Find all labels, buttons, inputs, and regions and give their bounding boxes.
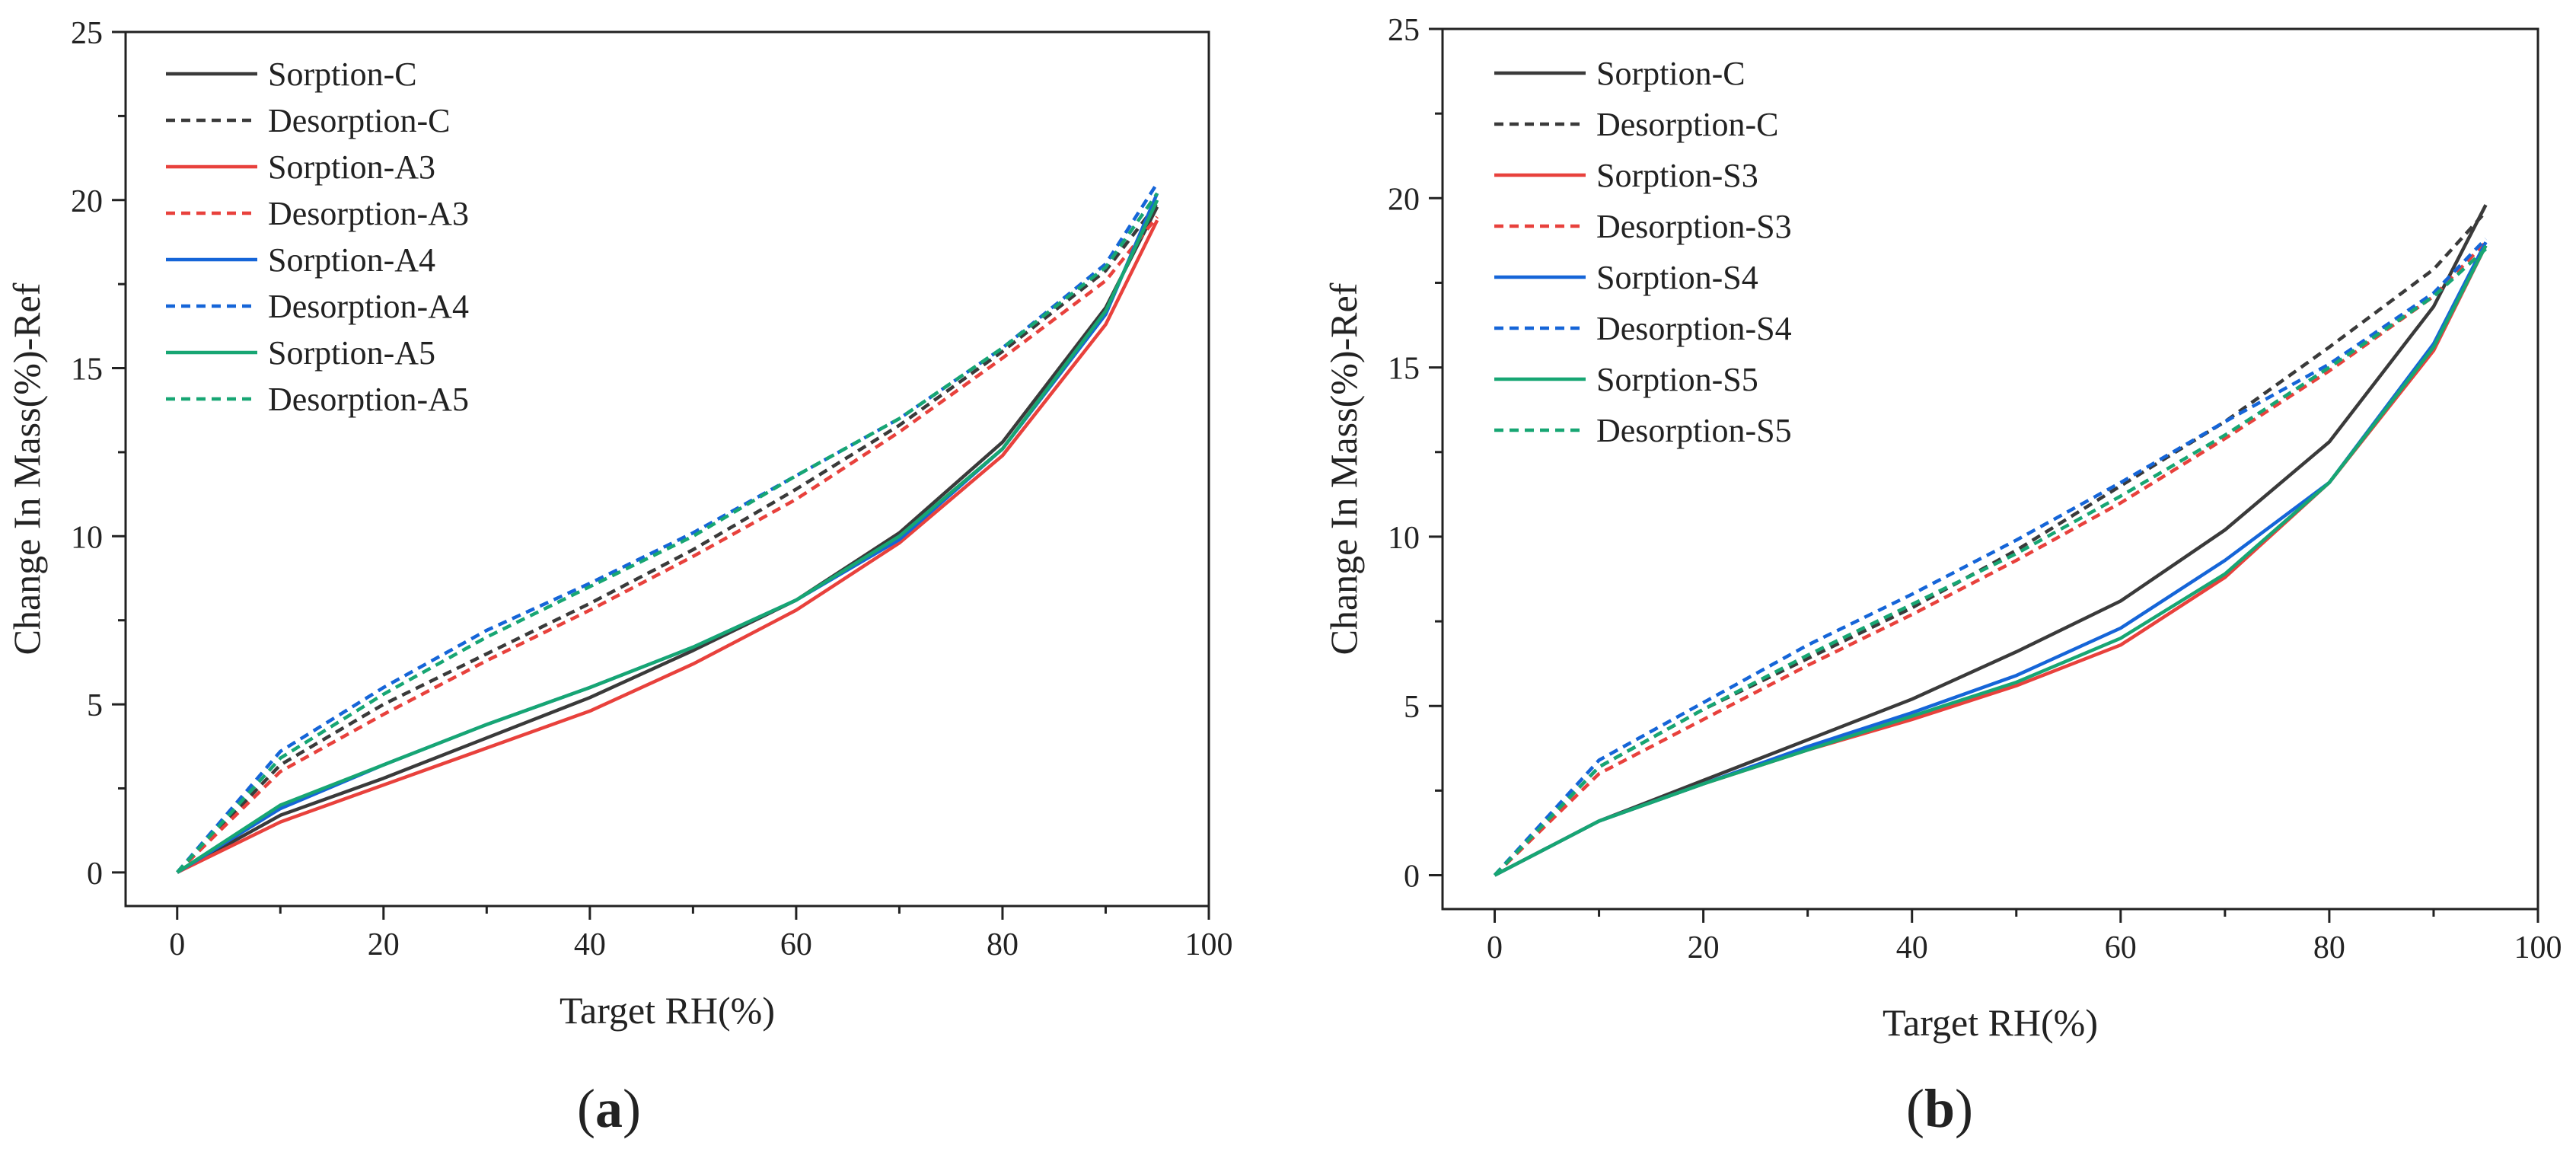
panel-a-y-tick-label: 15 bbox=[71, 353, 103, 388]
panel-a-legend-label-sorption-c: Sorption-C bbox=[268, 56, 417, 93]
panel-b-series-line-desorption-s5 bbox=[1493, 247, 2488, 877]
panel-a-series-line-desorption-a3 bbox=[176, 215, 1159, 874]
panel-a-series-line-sorption-a5 bbox=[176, 199, 1159, 874]
panel-a-x-tick-label: 60 bbox=[780, 927, 812, 962]
panel-a-x-tick-label: 20 bbox=[368, 927, 400, 962]
panel-a-legend-label-desorption-a3: Desorption-A3 bbox=[268, 195, 469, 232]
panel-a-x-tick-label: 40 bbox=[574, 927, 606, 962]
panel-b-legend-label-desorption-s4: Desorption-S4 bbox=[1596, 310, 1792, 347]
panel-b-legend-label-desorption-s3: Desorption-S3 bbox=[1596, 208, 1792, 245]
panel-b-y-axis-title: Change In Mass(%)-Ref bbox=[1322, 282, 1365, 655]
panel-a-series-line-desorption-a4 bbox=[176, 182, 1159, 874]
panel-b-series-line-sorption-c bbox=[1494, 204, 2488, 877]
panel-a-x-tick-label: 80 bbox=[987, 927, 1019, 962]
panel-b-y-tick-label: 0 bbox=[1404, 860, 1420, 895]
panel-label-b: (b) bbox=[1906, 1078, 1973, 1139]
panel-a-legend-label-desorption-c: Desorption-C bbox=[268, 102, 451, 139]
panel-a-y-tick-label: 10 bbox=[71, 520, 103, 555]
panel-a-series-line-desorption-c bbox=[176, 202, 1159, 874]
panel-label-a: (a) bbox=[577, 1078, 641, 1139]
panel-b-x-axis-title: Target RH(%) bbox=[1883, 1001, 2098, 1044]
chart-panel-b: 0 20 40 60 80 100 0 5 10 15 20 25 Target RH(%) Change… bbox=[1322, 13, 2562, 1044]
panel-b-series-line-sorption-s5 bbox=[1494, 244, 2488, 877]
panel-a-series-line-sorption-c bbox=[176, 206, 1159, 874]
panel-b-y-tick-label: 10 bbox=[1388, 521, 1420, 556]
panel-b-x-tick-label: 20 bbox=[1688, 930, 1720, 965]
panel-b-x-tick-label: 40 bbox=[1896, 930, 1928, 965]
panel-b-legend-label-desorption-c: Desorption-C bbox=[1596, 106, 1779, 143]
panel-a-y-tick-label: 0 bbox=[87, 857, 103, 892]
panel-b-y-tick-label: 15 bbox=[1388, 352, 1420, 387]
panel-a-y-tick-label: 20 bbox=[71, 184, 103, 219]
panel-b-x-tick-label: 100 bbox=[2514, 930, 2562, 965]
panel-b-plot-frame bbox=[1441, 27, 2539, 911]
panel-a-series-line-sorption-a3 bbox=[176, 219, 1159, 874]
panel-b-legend-label-sorption-c: Sorption-C bbox=[1596, 55, 1745, 92]
panel-b-legend-label-sorption-s4: Sorption-S4 bbox=[1596, 259, 1758, 296]
panel-b-legend-label-sorption-s3: Sorption-S3 bbox=[1596, 157, 1758, 194]
panel-b-y-tick-label: 25 bbox=[1388, 13, 1420, 48]
panel-b-legend-label-sorption-s5: Sorption-S5 bbox=[1596, 361, 1758, 398]
panel-b-y-tick-label: 5 bbox=[1404, 690, 1420, 725]
panel-a-legend-label-sorption-a3: Sorption-A3 bbox=[268, 148, 435, 186]
panel-a-series-line-desorption-a5 bbox=[176, 192, 1159, 874]
panel-a-legend-label-desorption-a5: Desorption-A5 bbox=[268, 381, 469, 418]
panel-b-x-tick-label: 60 bbox=[2105, 930, 2137, 965]
panel-a-x-tick-label: 0 bbox=[169, 927, 185, 962]
panel-b-y-tick-label: 20 bbox=[1388, 182, 1420, 217]
panel-a-legend-label-desorption-a4: Desorption-A4 bbox=[268, 288, 469, 325]
panel-a-x-axis-title: Target RH(%) bbox=[560, 989, 775, 1032]
panel-a-x-tick-label: 100 bbox=[1185, 927, 1233, 962]
panel-a-legend-label-sorption-a5: Sorption-A5 bbox=[268, 334, 435, 372]
panel-a-plot-frame bbox=[124, 30, 1210, 908]
panel-a-y-tick-label: 5 bbox=[87, 688, 103, 723]
panel-b-x-tick-label: 0 bbox=[1487, 930, 1503, 965]
panel-a-y-tick-label: 25 bbox=[71, 16, 103, 51]
panel-a-legend-label-sorption-a4: Sorption-A4 bbox=[268, 241, 435, 279]
panel-b-x-tick-label: 80 bbox=[2313, 930, 2345, 965]
chart-panel-a: 0 20 40 60 80 100 0 5 10 15 20 25 Target RH(%) Change… bbox=[5, 16, 1233, 1032]
panel-a-y-axis-title: Change In Mass(%)-Ref bbox=[5, 282, 48, 655]
panel-b-series-line-desorption-s3 bbox=[1493, 241, 2488, 877]
panel-b-legend-label-desorption-s5: Desorption-S5 bbox=[1596, 412, 1792, 449]
panel-b-series-line-desorption-s4 bbox=[1493, 238, 2488, 877]
